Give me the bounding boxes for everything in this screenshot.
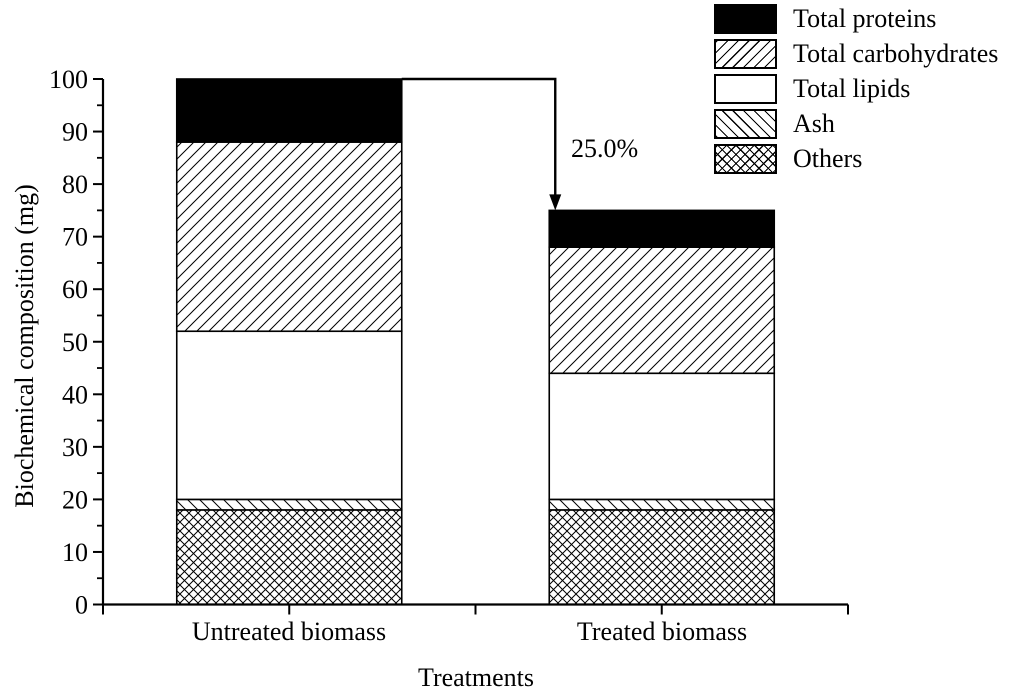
legend-swatch-crosshatch-icon (714, 144, 777, 174)
y-tick-label: 50 (62, 328, 88, 357)
y-tick-label: 60 (62, 275, 88, 304)
legend-label: Others (793, 144, 863, 173)
legend: Total proteins Total carbohydrates Total l… (714, 4, 998, 179)
bar-untreated-biomass-segment-total-carbohydrates (175, 141, 403, 333)
category-label-untreated-biomass: Untreated biomass (191, 617, 387, 646)
bar-untreated-biomass-segment-others (175, 509, 403, 606)
legend-label: Total proteins (793, 4, 937, 33)
legend-label: Ash (793, 109, 835, 138)
bar-untreated-biomass-segment-total-proteins (175, 78, 403, 143)
decrease-annotation-label: 25.0% (571, 134, 639, 163)
bar-treated-biomass-segment-others (548, 509, 776, 606)
legend-swatch-diagonal-up-icon (714, 39, 777, 69)
bar-treated-biomass-segment-total-proteins (548, 209, 776, 248)
legend-swatch-solid-black-icon (714, 4, 777, 34)
decrease-arrowhead-icon (549, 194, 562, 211)
legend-item-total-lipids: Total lipids (714, 74, 998, 104)
y-tick-label: 0 (75, 591, 88, 620)
decrease-arrow-line (401, 77, 557, 199)
bar-untreated-biomass-segment-ash (175, 498, 403, 511)
x-axis-title: Treatments (417, 663, 535, 692)
y-tick-label: 20 (62, 485, 88, 514)
y-tick-label: 100 (49, 65, 88, 94)
legend-item-ash: Ash (714, 109, 998, 139)
legend-item-total-carbohydrates: Total carbohydrates (714, 39, 998, 69)
bar-untreated-biomass-segment-total-lipids (175, 330, 403, 501)
bar-treated-biomass-segment-total-carbohydrates (548, 246, 776, 375)
y-tick-label: 90 (62, 118, 88, 147)
y-axis-title: Biochemical composition (mg) (10, 184, 39, 508)
legend-item-others: Others (714, 144, 998, 174)
bar-treated-biomass-segment-total-lipids (548, 372, 776, 501)
legend-label: Total carbohydrates (793, 39, 999, 68)
legend-swatch-solid-white-icon (714, 74, 777, 104)
legend-swatch-diagonal-down-icon (714, 109, 777, 139)
category-label-treated-biomass: Treated biomass (576, 617, 748, 646)
y-tick-label: 80 (62, 170, 88, 199)
y-tick-label: 10 (62, 538, 88, 567)
y-tick-label: 70 (62, 223, 88, 252)
y-tick-label: 40 (62, 380, 88, 409)
legend-label: Total lipids (793, 74, 911, 103)
bar-treated-biomass-segment-ash (548, 498, 776, 511)
legend-item-total-proteins: Total proteins (714, 4, 998, 34)
y-tick-label: 30 (62, 433, 88, 462)
